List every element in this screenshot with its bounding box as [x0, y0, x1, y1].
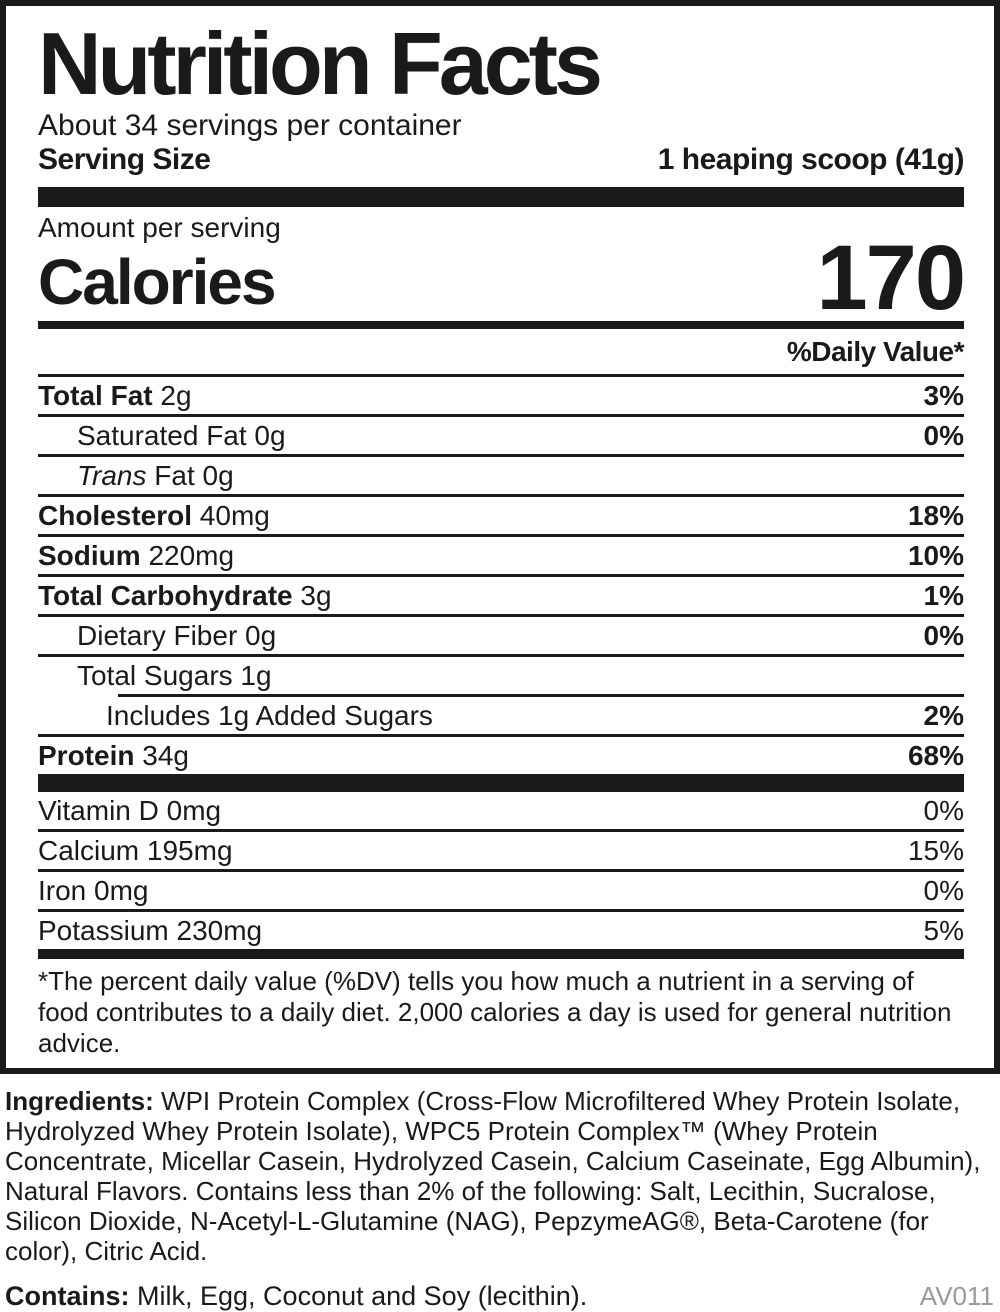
nutrient-name: Cholesterol 40mg: [38, 500, 270, 532]
nutrient-name: Trans Fat 0g: [77, 460, 234, 492]
below-panel-section: Ingredients: WPI Protein Complex (Cross-…: [0, 1074, 1000, 1312]
contains-label: Contains:: [5, 1281, 130, 1312]
vitamin-name: Calcium 195mg: [38, 835, 233, 867]
medium-separator-bar: [38, 949, 964, 960]
nutrient-name: Dietary Fiber 0g: [77, 620, 277, 652]
ingredients-text: WPI Protein Complex (Cross-Flow Microfil…: [5, 1086, 981, 1267]
vitamin-daily-value: 5%: [923, 915, 964, 947]
nutrient-row: Trans Fat 0g: [38, 454, 964, 494]
nutrient-daily-value: 10%: [907, 540, 964, 572]
contains-row: Contains: Milk, Egg, Coconut and Soy (le…: [5, 1280, 994, 1312]
nutrient-name: Total Carbohydrate 3g: [38, 580, 332, 612]
serving-size-label: Serving Size: [38, 143, 211, 177]
nutrient-row: Total Sugars 1g: [38, 654, 964, 694]
contains-statement: Contains: Milk, Egg, Coconut and Soy (le…: [5, 1280, 587, 1312]
thick-separator-bar: [38, 774, 964, 793]
panel-title: Nutrition Facts: [38, 14, 603, 113]
servings-per-container: About 34 servings per container: [38, 109, 462, 143]
daily-value-header: %Daily Value*: [38, 329, 965, 378]
nutrient-name: Protein 34g: [38, 740, 189, 772]
vitamin-row: Calcium 195mg 15%: [38, 829, 964, 869]
nutrient-row: Total Fat 2g 3%: [38, 377, 964, 414]
serving-size-value: 1 heaping scoop (41g): [657, 143, 965, 177]
indented-rule: [118, 694, 964, 698]
vitamin-name: Vitamin D 0mg: [38, 795, 222, 827]
thick-separator-bar: [38, 187, 964, 208]
nutrient-row: Saturated Fat 0g 0%: [38, 414, 964, 454]
nutrition-facts-panel: Nutrition Facts About 34 servings per co…: [0, 0, 1000, 1075]
nutrient-name: Sodium 220mg: [38, 540, 235, 572]
nutrient-daily-value: 2%: [923, 700, 964, 732]
calories-value: 170: [816, 227, 966, 330]
calories-label: Calories: [38, 246, 277, 319]
nutrient-daily-value: 18%: [907, 500, 964, 532]
nutrient-daily-value: 3%: [923, 380, 964, 412]
nutrient-row: Total Carbohydrate 3g 1%: [38, 574, 964, 614]
amount-per-serving-label: Amount per serving: [38, 212, 281, 244]
ingredients-paragraph: Ingredients: WPI Protein Complex (Cross-…: [5, 1086, 994, 1266]
vitamin-name: Potassium 230mg: [38, 915, 263, 947]
product-code: AV011: [919, 1281, 994, 1312]
contains-text: Milk, Egg, Coconut and Soy (lecithin).: [137, 1281, 588, 1312]
calories-row: Calories 170: [38, 227, 966, 330]
nutrient-name: Total Sugars 1g: [77, 660, 272, 692]
nutrient-row: Protein 34g 68%: [38, 734, 964, 774]
vitamin-daily-value: 0%: [923, 795, 964, 827]
vitamin-name: Iron 0mg: [38, 875, 149, 907]
nutrient-name: Saturated Fat 0g: [77, 420, 286, 452]
nutrient-daily-value: 0%: [923, 420, 964, 452]
nutrient-row: Dietary Fiber 0g 0%: [38, 614, 964, 654]
daily-value-footnote: *The percent daily value (%DV) tells you…: [38, 966, 952, 1059]
nutrient-name: Includes 1g Added Sugars: [106, 700, 433, 732]
nutrient-name: Total Fat 2g: [38, 380, 192, 412]
nutrient-row: Sodium 220mg 10%: [38, 534, 964, 574]
vitamin-daily-value: 0%: [923, 875, 964, 907]
vitamin-daily-value: 15%: [907, 835, 964, 867]
nutrient-daily-value: 0%: [923, 620, 964, 652]
nutrient-rows: Total Fat 2g 3% Saturated Fat 0g 0% Trans Fa…: [38, 377, 964, 774]
vitamin-row: Iron 0mg 0%: [38, 869, 964, 909]
nutrient-daily-value: 68%: [907, 740, 964, 772]
serving-size-row: Serving Size 1 heaping scoop (41g): [38, 143, 965, 177]
nutrient-row: Cholesterol 40mg 18%: [38, 494, 964, 534]
medium-separator-bar: [38, 321, 964, 330]
vitamin-row: Potassium 230mg 5%: [38, 909, 964, 949]
nutrient-daily-value: 1%: [923, 580, 964, 612]
vitamin-rows: Vitamin D 0mg 0% Calcium 195mg 15% Iron 0mg 0…: [38, 792, 964, 949]
nutrient-row: Includes 1g Added Sugars 2%: [38, 694, 964, 734]
ingredients-label: Ingredients:: [5, 1086, 154, 1117]
vitamin-row: Vitamin D 0mg 0%: [38, 792, 964, 829]
